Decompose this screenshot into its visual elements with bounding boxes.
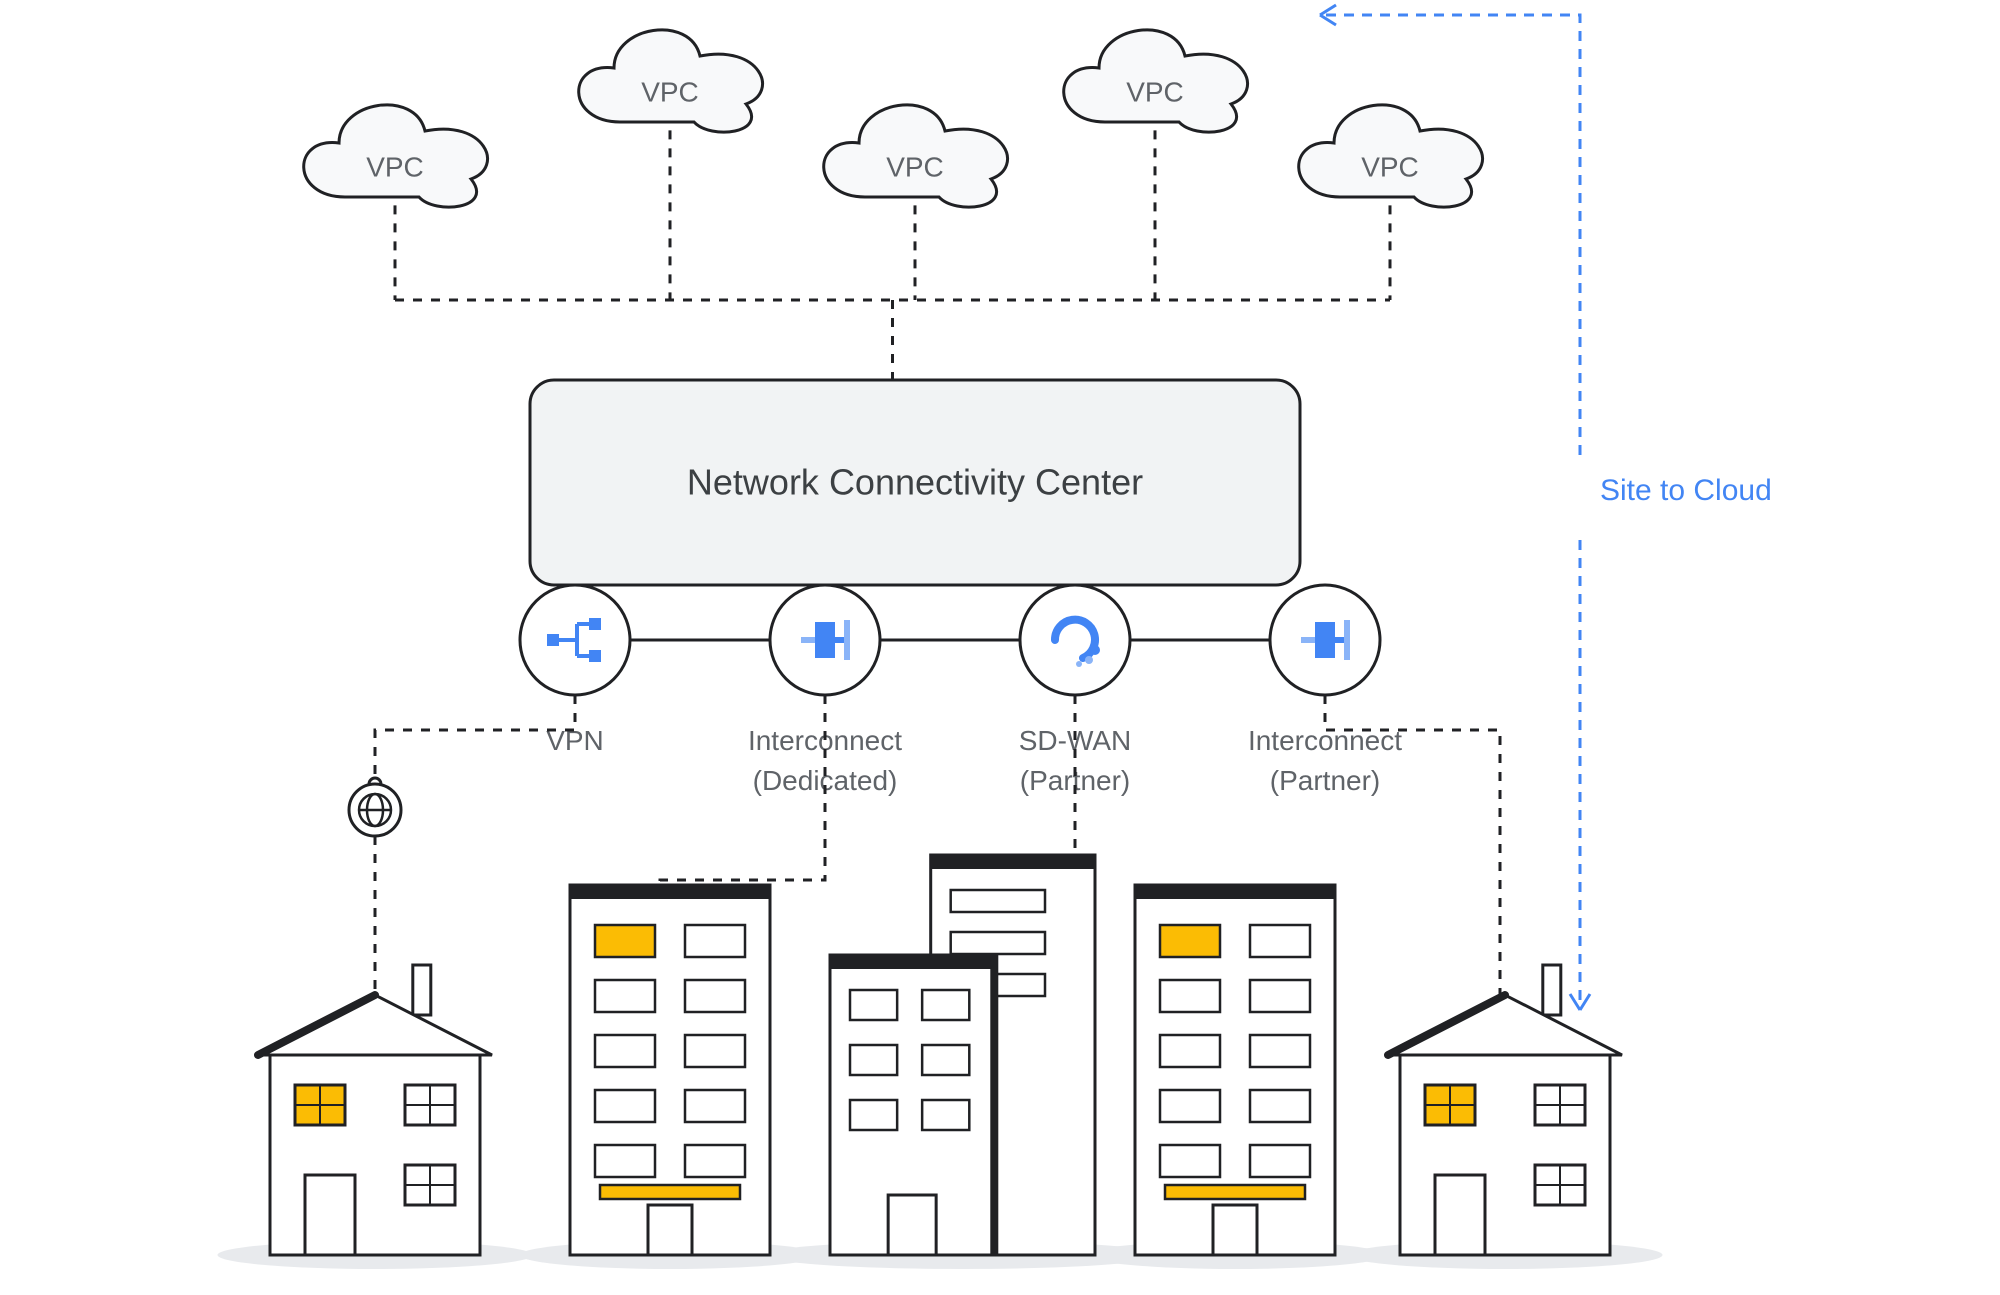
vpc-cloud: VPC [579,30,763,132]
house-icon [258,965,492,1255]
site-to-cloud-label: Site to Cloud [1600,474,1772,507]
vpc-cloud: VPC [824,105,1008,207]
dashed-route [375,695,575,784]
vpc-cloud: VPC [304,105,488,207]
vpc-cloud: VPC [1064,30,1248,132]
vpc-label: VPC [366,152,424,183]
vpc-label: VPC [1126,77,1184,108]
connector-partner: Interconnect (Partner) [1248,585,1402,796]
ncc-title: Network Connectivity Center [687,462,1143,503]
connector-sdwan: SD-WAN(Partner) [1019,585,1132,796]
office-building-icon [1135,885,1335,1255]
internet-icon [349,784,401,836]
office-building-icon [570,885,770,1255]
site-to-cloud-line [1320,15,1580,455]
connector-dedicated: Interconnect(Dedicated) [748,585,902,796]
vpc-label: VPC [1361,152,1419,183]
vpc-label: VPC [886,152,944,183]
connector-label: Interconnect [1248,725,1402,756]
house-icon [1388,965,1622,1255]
vpc-cloud: VPC [1299,105,1483,207]
connector-sublabel: (Partner) [1270,765,1380,796]
hq-building-icon [830,855,1095,1255]
vpc-label: VPC [641,77,699,108]
